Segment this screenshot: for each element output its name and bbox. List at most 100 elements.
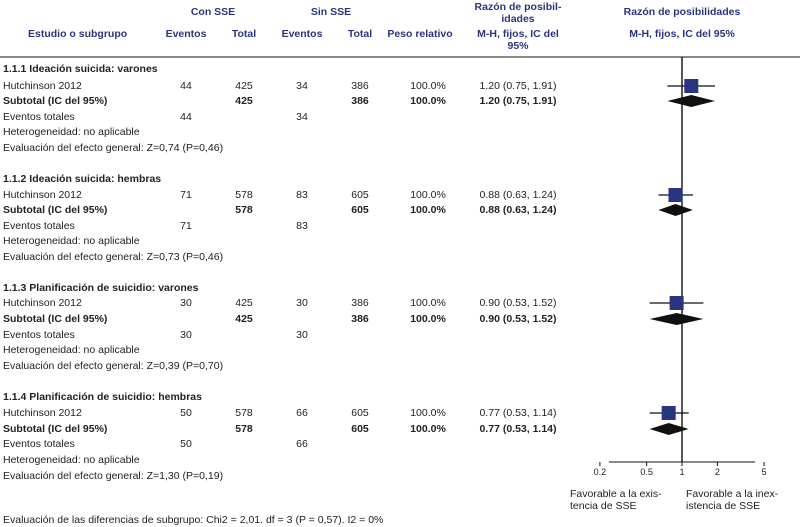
subtotal-total-1: 578 xyxy=(235,204,253,216)
events-1: 44 xyxy=(180,80,192,92)
favours-left-l2: tencia de SSE xyxy=(570,500,637,512)
overall-effect: Evaluación del efecto general: Z=1,30 (P… xyxy=(3,470,224,482)
events-total-1: 71 xyxy=(180,220,192,232)
favours-right-l1: Favorable a la inex- xyxy=(686,488,779,500)
subtotal-ci-text: 1.20 (0.75, 1.91) xyxy=(479,95,557,107)
col-weight-header: Peso relativo xyxy=(387,28,453,40)
subtotal-weight: 100.0% xyxy=(410,204,446,216)
x-axis-tick-label: 0.5 xyxy=(640,467,653,477)
effect-box xyxy=(661,406,676,420)
x-axis-tick-label: 2 xyxy=(715,467,720,477)
events-1: 50 xyxy=(180,407,192,419)
overall-effect: Evaluación del efecto general: Z=0,39 (P… xyxy=(3,360,224,372)
subtotal-label: Subtotal (IC del 95%) xyxy=(3,95,108,107)
subtotal-weight: 100.0% xyxy=(410,313,446,325)
col-or-header-l3: M-H, fijos, IC del xyxy=(477,28,559,40)
subtotal-total-2: 605 xyxy=(351,204,369,216)
overall-effect: Evaluación del efecto general: Z=0,74 (P… xyxy=(3,142,224,154)
col-or-header-l1: Razón de posibil- xyxy=(474,1,562,13)
events-total-2: 34 xyxy=(296,111,308,123)
events-total-label: Eventos totales xyxy=(3,329,75,341)
events-total-1: 30 xyxy=(180,329,192,341)
col-total2-header: Total xyxy=(347,28,373,40)
col-events2-header: Eventos xyxy=(281,28,323,40)
total-2: 605 xyxy=(351,407,369,419)
heterogeneity: Heterogeneidad: no aplicable xyxy=(3,344,140,356)
subtotal-total-2: 386 xyxy=(351,313,369,325)
study-name: Hutchinson 2012 xyxy=(3,297,82,309)
study-name: Hutchinson 2012 xyxy=(3,407,82,419)
events-1: 30 xyxy=(180,297,192,309)
favours-right-l2: istencia de SSE xyxy=(686,500,761,512)
total-1: 425 xyxy=(235,297,253,309)
study-name: Hutchinson 2012 xyxy=(3,80,82,92)
events-total-2: 83 xyxy=(296,220,308,232)
events-total-2: 66 xyxy=(296,438,308,450)
events-total-1: 50 xyxy=(180,438,192,450)
subtotal-weight: 100.0% xyxy=(410,95,446,107)
events-2: 83 xyxy=(296,189,308,201)
group2-header: Sin SSE xyxy=(310,6,352,18)
subtotal-diamond xyxy=(649,313,704,325)
x-axis-tick-label: 0.2 xyxy=(594,467,607,477)
events-2: 34 xyxy=(296,80,308,92)
subtotal-total-2: 605 xyxy=(351,423,369,435)
ci-text: 1.20 (0.75, 1.91) xyxy=(479,80,557,92)
favours-left-l1: Favorable a la exis- xyxy=(570,488,662,500)
heterogeneity: Heterogeneidad: no aplicable xyxy=(3,126,140,138)
subtotal-ci-text: 0.88 (0.63, 1.24) xyxy=(479,204,557,216)
subgroup-title: 1.1.4 Planificación de suicidio: hembras xyxy=(3,391,202,403)
ci-text: 0.88 (0.63, 1.24) xyxy=(479,189,557,201)
events-1: 71 xyxy=(180,189,192,201)
subtotal-diamond xyxy=(649,423,689,435)
plot-header-l1: Razón de posibilidades xyxy=(623,6,741,18)
subgroup-title: 1.1.3 Planificación de suicidio: varones xyxy=(3,282,199,294)
weight: 100.0% xyxy=(410,189,446,201)
weight: 100.0% xyxy=(410,80,446,92)
subtotal-weight: 100.0% xyxy=(410,423,446,435)
subtotal-diamond xyxy=(667,95,716,107)
subtotal-ci-text: 0.77 (0.53, 1.14) xyxy=(479,423,557,435)
overall-effect: Evaluación del efecto general: Z=0,73 (P… xyxy=(3,251,224,263)
events-2: 30 xyxy=(296,297,308,309)
col-total1-header: Total xyxy=(231,28,257,40)
x-axis-tick-label: 1 xyxy=(679,467,684,477)
subtotal-label: Subtotal (IC del 95%) xyxy=(3,204,108,216)
col-or-header-l4: 95% xyxy=(507,40,529,52)
subtotal-total-1: 578 xyxy=(235,423,253,435)
subtotal-total-1: 425 xyxy=(235,95,253,107)
subtotal-ci-text: 0.90 (0.53, 1.52) xyxy=(479,313,557,325)
subtotal-diamond xyxy=(658,204,693,216)
total-2: 386 xyxy=(351,297,369,309)
plot-header-l2: M-H, fijos, IC del 95% xyxy=(629,28,735,40)
subtotal-total-1: 425 xyxy=(235,313,253,325)
subtotal-total-2: 386 xyxy=(351,95,369,107)
weight: 100.0% xyxy=(410,407,446,419)
ci-text: 0.77 (0.53, 1.14) xyxy=(479,407,557,419)
events-total-label: Eventos totales xyxy=(3,220,75,232)
effect-box xyxy=(684,79,699,93)
col-events1-header: Eventos xyxy=(165,28,207,40)
total-2: 605 xyxy=(351,189,369,201)
events-total-1: 44 xyxy=(180,111,192,123)
subtotal-label: Subtotal (IC del 95%) xyxy=(3,313,108,325)
heterogeneity: Heterogeneidad: no aplicable xyxy=(3,454,140,466)
total-1: 578 xyxy=(235,407,253,419)
events-total-2: 30 xyxy=(296,329,308,341)
col-study-header: Estudio o subgrupo xyxy=(28,28,128,40)
total-1: 425 xyxy=(235,80,253,92)
events-2: 66 xyxy=(296,407,308,419)
subgroup-difference-test: Evaluación de las diferencias de subgrup… xyxy=(3,514,384,526)
effect-box xyxy=(668,188,683,202)
study-name: Hutchinson 2012 xyxy=(3,189,82,201)
total-1: 578 xyxy=(235,189,253,201)
ci-text: 0.90 (0.53, 1.52) xyxy=(479,297,557,309)
x-axis-tick-label: 5 xyxy=(762,467,767,477)
heterogeneity: Heterogeneidad: no aplicable xyxy=(3,235,140,247)
group1-header: Con SSE xyxy=(190,6,236,18)
total-2: 386 xyxy=(351,80,369,92)
subgroup-title: 1.1.1 Ideación suicida: varones xyxy=(3,63,158,75)
effect-box xyxy=(669,296,684,310)
col-or-header-l2: idades xyxy=(501,13,535,25)
